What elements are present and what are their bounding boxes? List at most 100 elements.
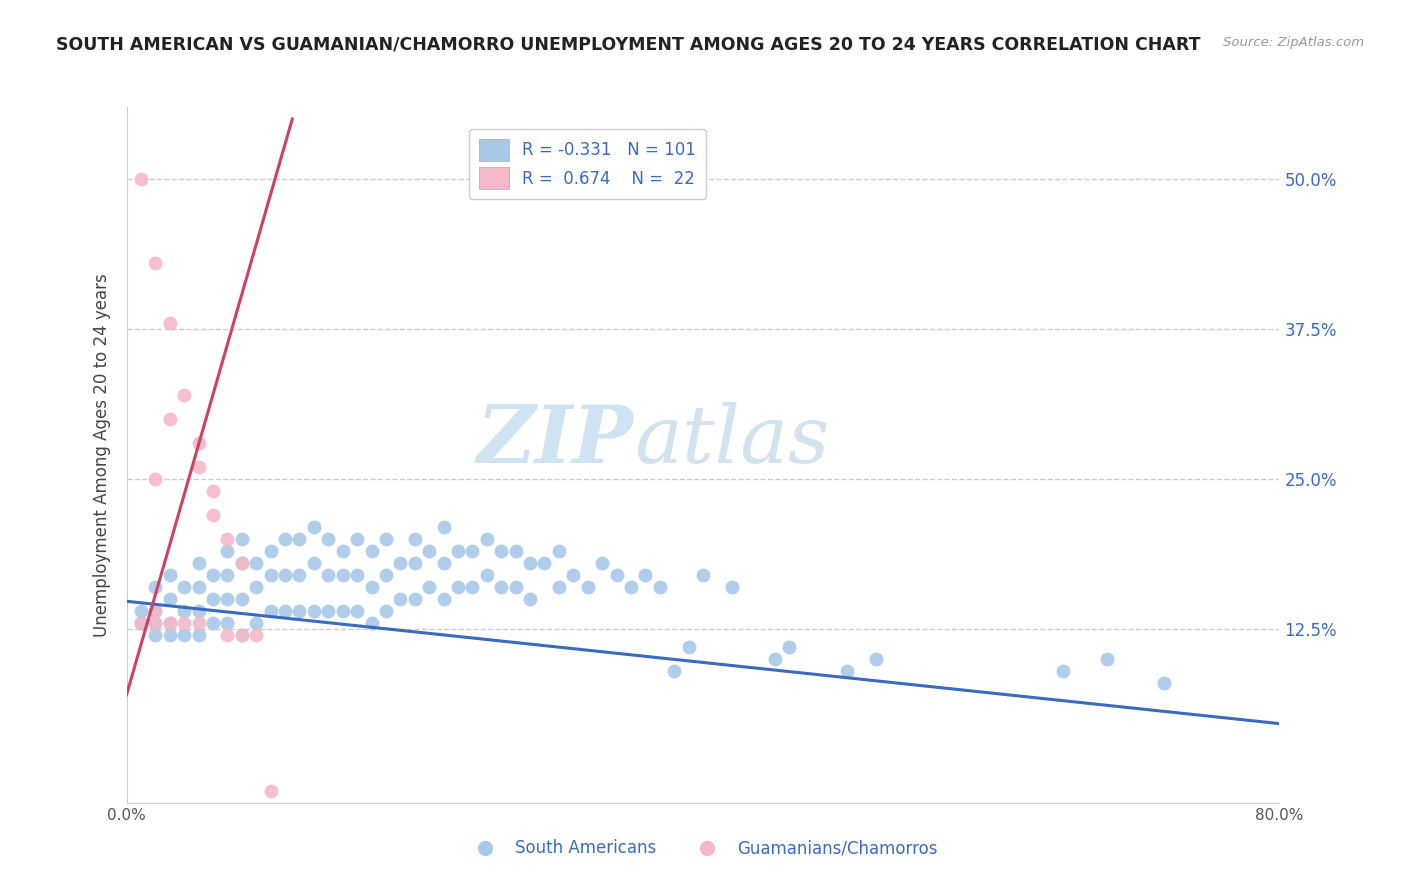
Point bbox=[433, 591, 456, 606]
Point bbox=[159, 412, 181, 426]
Point bbox=[360, 615, 382, 630]
Point bbox=[231, 532, 253, 546]
Point bbox=[145, 580, 166, 594]
Point bbox=[187, 615, 209, 630]
Point bbox=[576, 580, 599, 594]
Point bbox=[302, 556, 325, 570]
Point bbox=[231, 628, 253, 642]
Point bbox=[360, 544, 382, 558]
Point bbox=[245, 628, 267, 642]
Point bbox=[302, 604, 325, 618]
Point bbox=[217, 591, 239, 606]
Point bbox=[288, 532, 311, 546]
Point bbox=[1052, 664, 1074, 678]
Point bbox=[187, 556, 209, 570]
Point bbox=[288, 604, 311, 618]
Point bbox=[548, 580, 571, 594]
Point bbox=[404, 591, 426, 606]
Point bbox=[447, 580, 470, 594]
Point bbox=[145, 604, 166, 618]
Point bbox=[678, 640, 700, 654]
Point bbox=[145, 256, 166, 270]
Point bbox=[245, 556, 267, 570]
Point bbox=[664, 664, 686, 678]
Point bbox=[187, 604, 209, 618]
Point bbox=[231, 591, 253, 606]
Point bbox=[145, 615, 166, 630]
Point bbox=[202, 483, 225, 498]
Point bbox=[865, 652, 887, 666]
Point bbox=[389, 556, 412, 570]
Point bbox=[159, 567, 181, 582]
Legend: South Americans, Guamanians/Chamorros: South Americans, Guamanians/Chamorros bbox=[463, 833, 943, 864]
Point bbox=[763, 652, 786, 666]
Point bbox=[173, 388, 195, 402]
Point bbox=[491, 580, 513, 594]
Point bbox=[231, 628, 253, 642]
Point bbox=[332, 544, 354, 558]
Point bbox=[245, 615, 267, 630]
Point bbox=[620, 580, 643, 594]
Point bbox=[318, 532, 340, 546]
Point bbox=[1095, 652, 1118, 666]
Point bbox=[332, 567, 354, 582]
Point bbox=[274, 567, 297, 582]
Point bbox=[187, 436, 209, 450]
Point bbox=[418, 544, 440, 558]
Point bbox=[533, 556, 555, 570]
Point bbox=[346, 532, 368, 546]
Point bbox=[259, 544, 281, 558]
Point bbox=[404, 532, 426, 546]
Point bbox=[720, 580, 742, 594]
Point bbox=[159, 615, 181, 630]
Point bbox=[202, 508, 225, 522]
Point bbox=[519, 591, 541, 606]
Point bbox=[159, 628, 181, 642]
Point bbox=[360, 580, 382, 594]
Point bbox=[274, 604, 297, 618]
Point bbox=[648, 580, 671, 594]
Point bbox=[318, 604, 340, 618]
Point bbox=[433, 556, 456, 570]
Point bbox=[274, 532, 297, 546]
Point bbox=[145, 472, 166, 486]
Point bbox=[145, 628, 166, 642]
Point bbox=[145, 604, 166, 618]
Point bbox=[346, 567, 368, 582]
Point bbox=[173, 580, 195, 594]
Point bbox=[231, 556, 253, 570]
Point bbox=[433, 520, 456, 534]
Point bbox=[548, 544, 571, 558]
Point bbox=[202, 591, 225, 606]
Point bbox=[404, 556, 426, 570]
Point bbox=[505, 544, 527, 558]
Point bbox=[692, 567, 714, 582]
Point bbox=[217, 615, 239, 630]
Point bbox=[202, 615, 225, 630]
Point bbox=[505, 580, 527, 594]
Y-axis label: Unemployment Among Ages 20 to 24 years: Unemployment Among Ages 20 to 24 years bbox=[93, 273, 111, 637]
Point bbox=[374, 532, 398, 546]
Point bbox=[562, 567, 585, 582]
Point bbox=[129, 604, 152, 618]
Point bbox=[447, 544, 470, 558]
Point bbox=[145, 615, 166, 630]
Point bbox=[519, 556, 541, 570]
Point bbox=[187, 628, 209, 642]
Point bbox=[346, 604, 368, 618]
Point bbox=[374, 604, 398, 618]
Point bbox=[318, 567, 340, 582]
Text: Source: ZipAtlas.com: Source: ZipAtlas.com bbox=[1223, 36, 1364, 49]
Point bbox=[606, 567, 628, 582]
Point bbox=[159, 316, 181, 330]
Point bbox=[231, 556, 253, 570]
Point bbox=[159, 591, 181, 606]
Point bbox=[634, 567, 657, 582]
Point bbox=[835, 664, 858, 678]
Point bbox=[245, 580, 267, 594]
Point bbox=[302, 520, 325, 534]
Text: atlas: atlas bbox=[634, 402, 830, 480]
Point bbox=[418, 580, 440, 594]
Point bbox=[461, 580, 484, 594]
Point bbox=[259, 567, 281, 582]
